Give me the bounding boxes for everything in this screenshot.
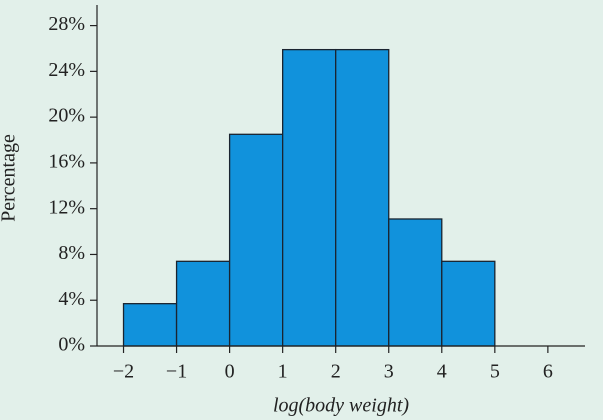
x-tick-label: −2 xyxy=(113,361,134,383)
x-tick-label: 6 xyxy=(543,361,553,383)
bar xyxy=(122,303,178,347)
bar xyxy=(335,48,390,347)
x-tick-label: 2 xyxy=(331,361,341,383)
x-tick-label: 1 xyxy=(278,361,288,383)
y-axis-label: Percentage xyxy=(0,134,20,222)
x-axis-label: log(body weight) xyxy=(273,395,409,417)
x-tick-label: 0 xyxy=(225,361,235,383)
x-tick-label: 4 xyxy=(437,361,447,383)
y-tick-label: 0% xyxy=(58,334,85,356)
x-tick-label: −1 xyxy=(166,361,187,383)
bar xyxy=(282,48,337,347)
y-tick-label: 12% xyxy=(48,196,85,218)
y-tick-label: 8% xyxy=(58,242,85,264)
bar xyxy=(228,133,284,347)
bar xyxy=(388,218,443,347)
y-tick-label: 4% xyxy=(58,288,85,310)
y-tick-label: 20% xyxy=(48,105,85,127)
x-tick-label: 3 xyxy=(384,361,394,383)
y-tick-label: 28% xyxy=(48,13,85,35)
x-tick-label: 5 xyxy=(490,361,500,383)
bar xyxy=(441,260,496,347)
y-tick-label: 16% xyxy=(48,151,85,173)
bar xyxy=(175,260,231,347)
y-tick-label: 24% xyxy=(48,59,85,81)
